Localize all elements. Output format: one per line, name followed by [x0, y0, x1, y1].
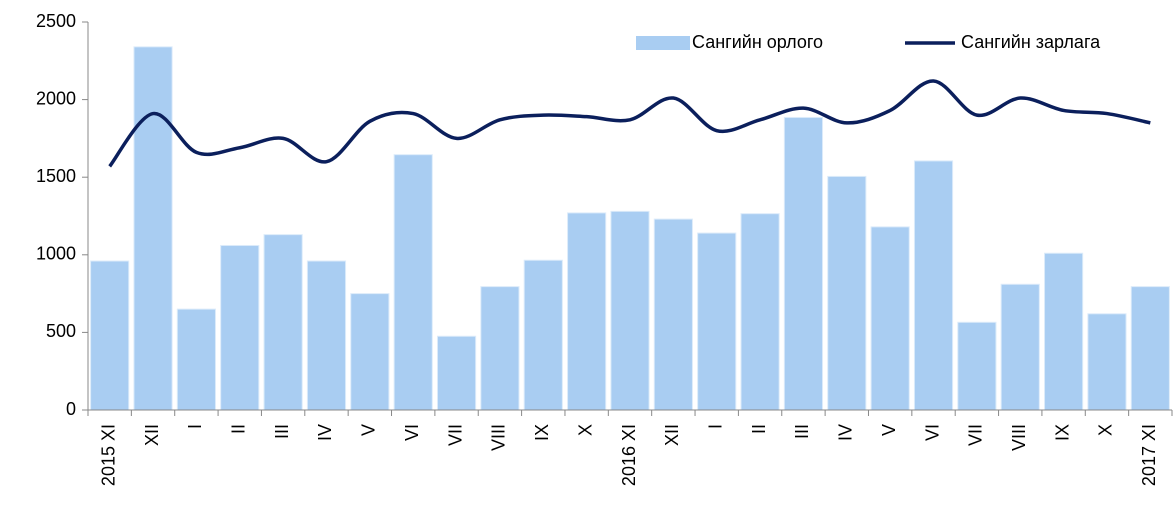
x-tick-label: V	[879, 424, 899, 436]
bar	[220, 244, 260, 411]
bar	[436, 335, 477, 411]
bar	[263, 234, 303, 411]
x-tick-label: IV	[315, 424, 335, 441]
bar	[1000, 283, 1040, 411]
legend-label: Сангийн орлого	[692, 32, 823, 52]
bar	[913, 160, 954, 411]
bar	[350, 293, 390, 411]
x-tick-label: III	[272, 424, 292, 439]
y-tick-label: 1500	[36, 166, 76, 186]
y-tick-label: 1000	[36, 244, 76, 264]
x-tick-label: II	[749, 424, 769, 434]
bar	[610, 210, 650, 411]
bar	[133, 46, 173, 411]
x-tick-label: 2016 XI	[619, 424, 639, 486]
bar	[957, 321, 997, 411]
x-tick-label: VII	[445, 424, 465, 446]
y-tick-label: 2000	[36, 88, 76, 108]
x-tick-label: XII	[662, 424, 682, 446]
bar	[1044, 252, 1084, 411]
bar	[653, 218, 693, 411]
legend-label: Сангийн зарлага	[961, 32, 1101, 52]
x-tick-label: 2017 XI	[1139, 424, 1159, 486]
x-tick-label: VIII	[1009, 424, 1029, 451]
y-tick-label: 0	[66, 399, 76, 419]
x-tick-label: IX	[532, 424, 552, 441]
x-tick-label: VI	[922, 424, 942, 441]
bar	[740, 213, 780, 411]
x-tick-label: V	[359, 424, 379, 436]
bar	[480, 286, 520, 411]
x-tick-label: IV	[836, 424, 856, 441]
x-tick-label: VII	[966, 424, 986, 446]
bar	[306, 260, 347, 411]
x-tick-label: IX	[1052, 424, 1072, 441]
bar	[393, 154, 433, 411]
x-tick-label: I	[705, 424, 725, 429]
bar	[90, 260, 130, 411]
line	[108, 79, 1151, 168]
bar	[567, 212, 607, 411]
bar	[783, 116, 824, 411]
bar	[697, 232, 737, 411]
bar	[827, 175, 867, 411]
x-tick-label: VI	[402, 424, 422, 441]
legend-swatch	[636, 36, 690, 50]
x-tick-label: VIII	[489, 424, 509, 451]
bar	[523, 259, 563, 411]
x-tick-label: 2015 XI	[98, 424, 118, 486]
y-tick-label: 500	[46, 321, 76, 341]
bar	[1087, 313, 1127, 411]
x-tick-label: X	[1096, 424, 1116, 436]
bar	[176, 308, 216, 411]
y-tick-label: 2500	[36, 11, 76, 31]
x-tick-label: XII	[142, 424, 162, 446]
bar	[1130, 286, 1170, 411]
x-tick-label: III	[792, 424, 812, 439]
x-tick-label: II	[229, 424, 249, 434]
x-tick-label: I	[185, 424, 205, 429]
bar	[870, 226, 910, 411]
x-tick-label: X	[575, 424, 595, 436]
